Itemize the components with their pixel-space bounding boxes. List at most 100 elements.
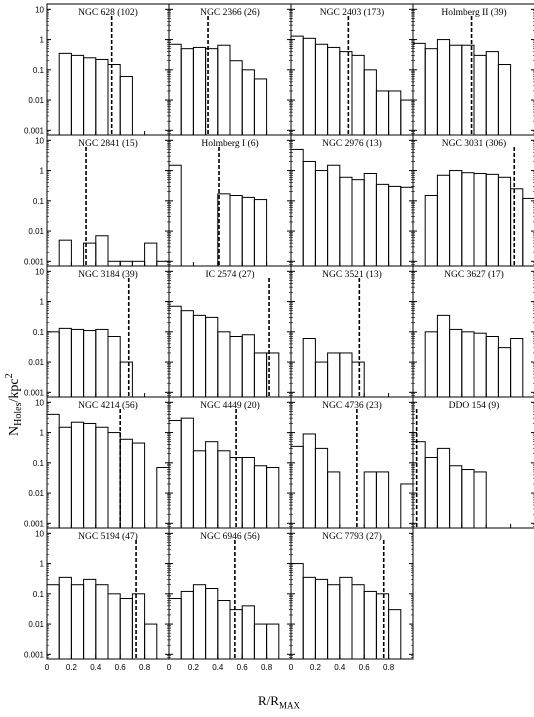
histogram-bar bbox=[205, 587, 219, 660]
histogram-bar bbox=[302, 338, 316, 398]
histogram-bar bbox=[70, 54, 85, 136]
histogram-bar bbox=[461, 172, 475, 267]
xlabel-sub: MAX bbox=[278, 700, 300, 711]
histogram-bar bbox=[339, 51, 353, 136]
y-tick-label: 0.01 bbox=[28, 358, 44, 367]
histogram-bar bbox=[107, 593, 121, 660]
panel-title: NGC 3521 (13) bbox=[322, 269, 382, 280]
histogram-bar bbox=[314, 578, 329, 660]
histogram-bar bbox=[156, 260, 170, 267]
histogram-bar bbox=[302, 433, 316, 529]
panel-title: NGC 3184 (39) bbox=[78, 269, 138, 280]
panel: NGC 3627 (17) bbox=[412, 265, 534, 398]
histogram-bar bbox=[290, 563, 304, 660]
panel: IC 2574 (27) bbox=[168, 265, 292, 398]
y-tick-label: 0.1 bbox=[33, 197, 45, 206]
panel-title: NGC 4736 (23) bbox=[322, 400, 382, 411]
ylabel-sup: 2 bbox=[4, 373, 15, 378]
histogram-bar bbox=[510, 188, 524, 267]
histogram-bar bbox=[229, 609, 243, 660]
histogram-bar bbox=[375, 471, 390, 529]
y-tick-label: 0.001 bbox=[24, 126, 45, 135]
y-tick-label: 10 bbox=[35, 398, 44, 407]
histogram-bar bbox=[70, 328, 85, 398]
histogram-bar bbox=[192, 584, 207, 660]
panel: NGC 628 (102) 10 1 0.1 0.01 0.001 bbox=[24, 3, 170, 136]
ylabel-tail: /kpc bbox=[7, 378, 22, 402]
histogram-bar bbox=[449, 170, 463, 267]
histogram-bar bbox=[302, 37, 316, 136]
histogram-bar bbox=[314, 43, 329, 136]
histogram-bar bbox=[314, 170, 329, 267]
histogram-bar bbox=[192, 314, 207, 398]
y-axis-label: NHoles/kpc2 bbox=[4, 373, 24, 436]
histogram-bar bbox=[107, 260, 121, 267]
y-tick-label: 1 bbox=[40, 429, 45, 438]
y-tick-label: 0.1 bbox=[33, 66, 45, 75]
y-tick-label: 10 bbox=[35, 5, 44, 14]
histogram-bar bbox=[83, 422, 97, 529]
histogram-bar bbox=[327, 471, 341, 529]
histogram-bar bbox=[95, 584, 109, 660]
histogram-bar bbox=[217, 450, 231, 529]
histogram-bar bbox=[46, 331, 60, 398]
panel: NGC 2841 (15) 10 1 0.1 0.01 0.001 bbox=[24, 134, 170, 267]
histogram-bar bbox=[339, 352, 353, 398]
histogram-bar bbox=[436, 314, 451, 398]
histogram-bar bbox=[339, 576, 353, 660]
ylabel-main: N bbox=[7, 426, 22, 436]
histogram-bar bbox=[485, 336, 499, 398]
histogram-bar bbox=[497, 347, 512, 398]
x-tick-label: 0.6 bbox=[359, 663, 371, 672]
histogram-bar bbox=[119, 260, 133, 267]
x-tick-label: 0 bbox=[289, 663, 294, 672]
panel-title: NGC 2403 (173) bbox=[320, 7, 384, 18]
ylabel-sub: Holes bbox=[13, 402, 24, 425]
panel: NGC 2403 (173) bbox=[290, 3, 414, 136]
x-tick-label: 0.8 bbox=[139, 663, 151, 672]
panel-title: NGC 4449 (20) bbox=[200, 400, 260, 411]
panel-title: NGC 2976 (13) bbox=[322, 138, 382, 149]
panel-title: NGC 6946 (56) bbox=[200, 531, 260, 542]
histogram-bar bbox=[229, 336, 243, 398]
histogram-bar bbox=[388, 609, 402, 660]
histogram-bar bbox=[485, 173, 499, 267]
histogram-bar bbox=[388, 185, 402, 267]
histogram-bar bbox=[424, 456, 438, 529]
panel-title: NGC 2366 (26) bbox=[200, 7, 260, 18]
histogram-bar bbox=[131, 442, 146, 529]
histogram-bar bbox=[168, 420, 182, 529]
panel-title: DDO 154 (9) bbox=[449, 400, 500, 411]
histogram-bar bbox=[253, 352, 268, 398]
panel-title: NGC 4214 (56) bbox=[78, 400, 138, 411]
y-tick-label: 0.1 bbox=[33, 328, 45, 337]
panel: NGC 3031 (306) bbox=[412, 134, 534, 267]
panel: NGC 3184 (39) 10 1 0.1 0.01 0.001 bbox=[24, 265, 170, 398]
panel-title: Holmberg I (6) bbox=[201, 138, 258, 149]
y-tick-label: 1 bbox=[40, 298, 45, 307]
histogram-bar bbox=[497, 176, 512, 267]
panel-title: NGC 628 (102) bbox=[78, 7, 138, 18]
histogram-bar bbox=[95, 58, 109, 136]
x-tick-label: 0.8 bbox=[261, 663, 273, 672]
y-tick-label: 0.001 bbox=[24, 650, 45, 659]
x-tick-label: 0.6 bbox=[115, 663, 127, 672]
histogram-bar bbox=[180, 417, 194, 529]
panel: NGC 7793 (27) 0 0.2 0.4 0.6 0.8 bbox=[289, 527, 414, 672]
histogram-bar bbox=[327, 46, 341, 136]
histogram-bar bbox=[217, 600, 231, 660]
histogram-bar bbox=[424, 194, 438, 267]
histogram-bar bbox=[363, 173, 377, 267]
histogram-bar bbox=[375, 183, 390, 267]
histogram-bar bbox=[351, 584, 365, 660]
panel: NGC 4736 (23) bbox=[290, 396, 414, 529]
panel-title: NGC 2841 (15) bbox=[78, 138, 138, 149]
histogram-bar bbox=[510, 338, 524, 398]
histogram-bar bbox=[339, 176, 353, 267]
y-tick-label: 10 bbox=[35, 267, 44, 276]
histogram-bar bbox=[241, 196, 255, 267]
panel-title: NGC 3031 (306) bbox=[442, 138, 506, 149]
histogram-bar bbox=[241, 605, 255, 660]
